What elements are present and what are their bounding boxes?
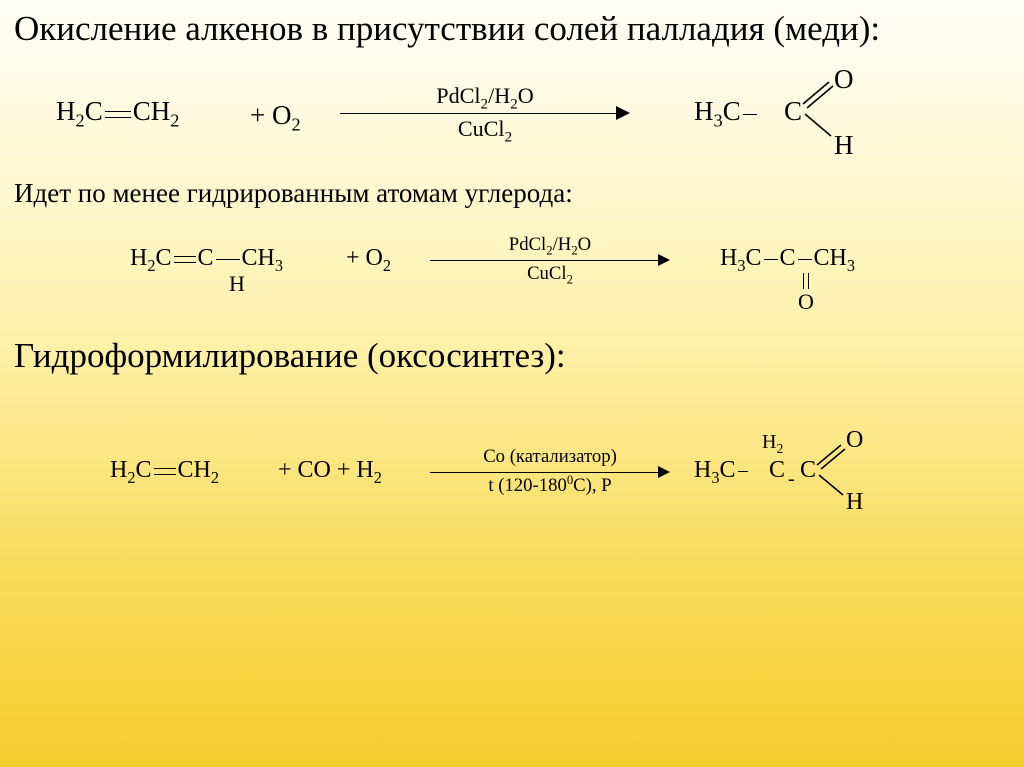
rxn1-product-prefix: H3C: [694, 96, 759, 127]
heading-2: Гидроформилирование (оксосинтез):: [0, 325, 1024, 379]
rxn1-reagent1: H2CCH2: [56, 96, 179, 127]
reaction-1: H2CCH2 + O2 PdCl2/H2O CuCl2 H3C C O H: [0, 52, 1024, 172]
reaction-2: H2CCCH3 H + O2 PdCl2/H2O CuCl2 H3CCCH3 O: [0, 215, 1024, 325]
rxn3-plus: + CO + H2: [278, 457, 382, 484]
subtext-line: Идет по менее гидрированным атомам углер…: [0, 172, 1024, 215]
rxn3-arrow-top: Со (катализатор): [430, 446, 670, 470]
rxn2-product: H3CCCH3: [720, 245, 855, 272]
rxn2-reagent: H2CCCH3: [130, 245, 283, 272]
rxn2-ketone-o: O: [798, 289, 814, 315]
rxn2-arrow-bot: CuCl2: [430, 262, 670, 285]
rxn1-plus: + O2: [250, 100, 301, 131]
rxn3-h-atom: H: [846, 489, 863, 516]
title-heading: Окисление алкенов в присутствии солей па…: [0, 0, 1024, 52]
rxn1-h-atom: H: [834, 130, 854, 161]
rxn2-arrow-top: PdCl2/H2O: [430, 234, 670, 258]
rxn3-reagent1: H2CCH2: [110, 457, 219, 484]
rxn1-o-atom: O: [834, 64, 854, 95]
rxn2-reagent-h: H: [229, 271, 245, 297]
rxn3-product-prefix: H3C: [694, 457, 750, 484]
rxn2-ketone-bond: [801, 271, 811, 291]
reaction-3: H2CCH2 + CO + H2 Со (катализатор) t (120…: [0, 413, 1024, 563]
rxn3-product-mid-h2: H2: [762, 431, 783, 454]
rxn2-plus: + O2: [346, 245, 391, 272]
rxn3-o-atom: O: [846, 427, 863, 454]
rxn3-product-mid: C: [769, 457, 785, 484]
rxn3-product-dash: -: [788, 468, 794, 491]
rxn1-arrow-bot: CuCl2: [340, 115, 630, 142]
rxn3-arrow: Со (катализатор) t (120-1800C), P: [430, 455, 670, 489]
rxn2-arrow: PdCl2/H2O CuCl2: [430, 243, 670, 277]
rxn1-arrow-top: PdCl2/H2O: [340, 83, 630, 111]
rxn3-arrow-bot: t (120-1800C), P: [430, 474, 670, 497]
rxn1-arrow: PdCl2/H2O CuCl2: [340, 96, 630, 130]
